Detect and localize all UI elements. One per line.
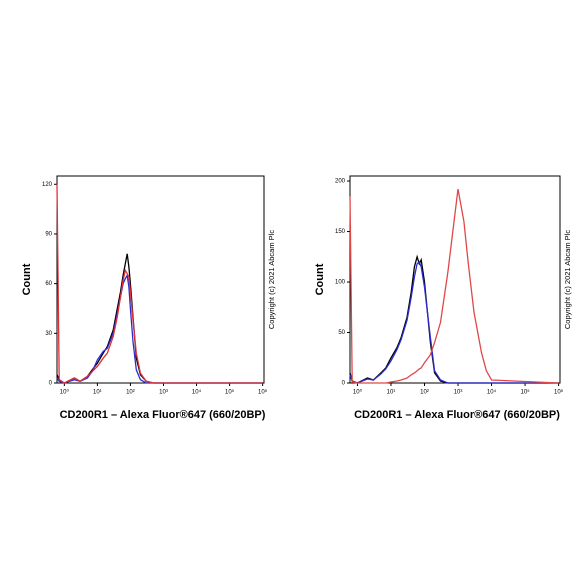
x-tick-label: 10³ [454, 390, 463, 396]
y-tick-label: 100 [335, 280, 346, 286]
histogram-line [349, 260, 559, 384]
x-tick-label: 10⁰ [353, 389, 363, 396]
histogram-line [56, 253, 263, 384]
histogram-line [349, 188, 559, 384]
y-tick-label: 60 [45, 281, 52, 287]
y-tick-label: 0 [342, 381, 346, 387]
y-tick-label: 30 [45, 331, 52, 337]
x-axis-title: CD200R1 – Alexa Fluor®647 (660/20BP) [60, 409, 266, 421]
y-tick-label: 50 [338, 330, 345, 336]
x-tick-label: 10⁵ [520, 389, 530, 396]
x-tick-label: 10⁴ [487, 389, 497, 396]
plot-frame [56, 175, 265, 384]
x-tick-label: 10² [420, 390, 429, 396]
plot-frame [349, 175, 561, 384]
histogram-panel: 0 30 60 90 120 10⁰ 10¹ 10² 10³ 10⁴ 10⁵ 10⁶ Count CD20… [21, 175, 276, 421]
x-tick-label: 10⁶ [554, 389, 564, 396]
x-tick-label: 10¹ [387, 390, 396, 396]
histogram-panel: 0 50 100 150 200 10⁰ 10¹ 10² 10³ 10⁴ 10⁵ 10⁶ Count CD… [314, 175, 572, 421]
x-tick-label: 10¹ [93, 390, 102, 396]
histogram-line [56, 273, 263, 384]
x-tick-label: 10⁵ [225, 389, 235, 396]
histogram-line [349, 254, 559, 384]
histogram-line [56, 184, 263, 384]
y-tick-label: 0 [49, 381, 53, 387]
y-axis-title: Count [21, 263, 33, 295]
y-tick-label: 90 [45, 232, 52, 238]
y-axis-title: Count [314, 263, 326, 295]
x-tick-label: 10³ [159, 390, 168, 396]
x-tick-label: 10⁴ [192, 389, 202, 396]
y-tick-label: 120 [42, 182, 53, 188]
y-tick-label: 200 [335, 179, 346, 185]
x-tick-label: 10⁰ [60, 389, 70, 396]
y-tick-label: 150 [335, 229, 346, 235]
x-tick-label: 10² [126, 390, 135, 396]
x-tick-label: 10⁶ [258, 389, 268, 396]
copyright-note: Copyright (c) 2021 Abcam Plc [267, 230, 276, 329]
copyright-note: Copyright (c) 2021 Abcam Plc [563, 230, 572, 329]
x-axis-title: CD200R1 – Alexa Fluor®647 (660/20BP) [354, 409, 560, 421]
